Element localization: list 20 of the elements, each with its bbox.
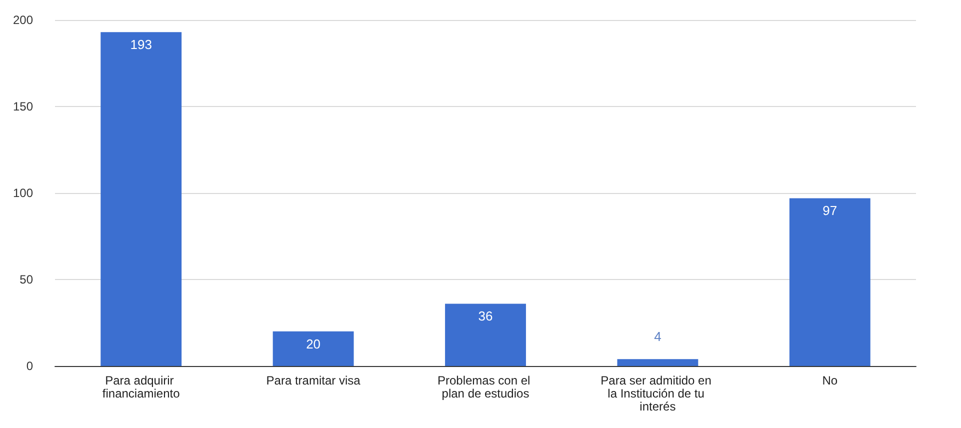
bar bbox=[617, 359, 698, 366]
data-label: 97 bbox=[822, 203, 838, 218]
x-tick-label: Problemas con el plan de estudios bbox=[437, 374, 534, 400]
data-label: 20 bbox=[306, 336, 321, 352]
y-tick-label: 100 bbox=[12, 186, 34, 200]
y-tick-label: 200 bbox=[12, 13, 34, 27]
data-label: 4 bbox=[654, 329, 662, 344]
data-label: 36 bbox=[478, 308, 493, 324]
bar bbox=[445, 304, 526, 366]
y-tick-label: 50 bbox=[20, 272, 34, 286]
x-tick-label: No bbox=[822, 374, 838, 388]
bar bbox=[272, 331, 354, 366]
bar bbox=[789, 198, 870, 366]
data-label: 193 bbox=[130, 37, 152, 52]
y-tick-label: 0 bbox=[26, 359, 34, 373]
x-tick-label: Para tramitar visa bbox=[266, 374, 361, 388]
x-tick-label: Para ser admitido en la Institución de tu interés bbox=[600, 374, 715, 414]
bar bbox=[100, 32, 182, 366]
y-tick-label: 150 bbox=[12, 100, 34, 114]
x-tick-label: Para adquirir financiamiento bbox=[102, 374, 180, 400]
